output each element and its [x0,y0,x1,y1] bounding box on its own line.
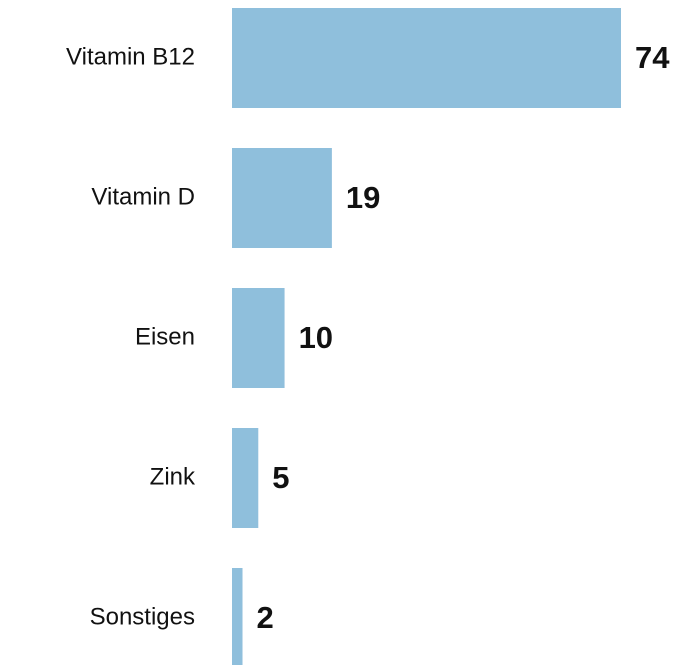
value-label: 2 [257,600,274,635]
bar [232,428,259,528]
category-label: Vitamin B12 [66,43,195,70]
bar [232,8,621,108]
category-label: Zink [150,463,196,490]
value-label: 5 [272,460,289,495]
category-label: Sonstiges [90,603,195,630]
category-label: Vitamin D [91,183,195,210]
value-label: 19 [346,180,380,215]
value-label: 74 [635,40,670,75]
bar [232,568,243,668]
category-label: Eisen [135,323,195,350]
bar [232,288,285,388]
bar [232,148,332,248]
value-label: 10 [299,320,333,355]
